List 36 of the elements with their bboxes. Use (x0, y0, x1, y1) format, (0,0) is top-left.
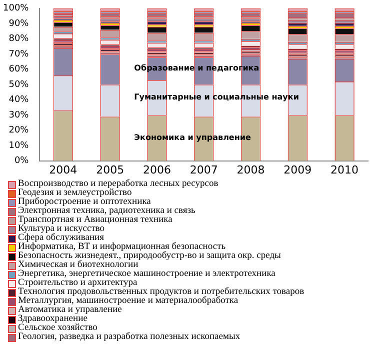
y-tick-label: 30% (8, 110, 30, 120)
x-tick-label: 2007 (190, 163, 218, 176)
y-tick-label: 60% (8, 64, 30, 75)
legend-label: Автоматика и управление (18, 305, 122, 315)
y-tick-label: 100% (2, 4, 30, 14)
legend-label: Безопасность жизнедеят., природообустр-во и защита окр. среды (18, 251, 281, 261)
y-tick-label: 0% (14, 156, 30, 166)
legend-label: Технология продовольственных продуктов и потребительских товаров (18, 287, 304, 297)
legend-label: Электронная техника, радиотехника и связь (18, 206, 196, 216)
legend-label: Геодезия и землеустройство (18, 188, 132, 198)
x-tick-label: 2010 (330, 163, 359, 176)
y-tick-label: 10% (8, 140, 30, 151)
legend-label: Приборостроение и оптотехника (18, 197, 151, 207)
legend-label: Химическая и биотехнологии (18, 260, 138, 270)
legend-label: Культура и искусство (18, 224, 105, 234)
x-tick-label: 2006 (142, 163, 171, 176)
y-tick-label: 80% (8, 34, 30, 44)
y-tick-label: 70% (8, 49, 30, 60)
legend-label: Информатика, ВТ и информационная безопасность (18, 242, 226, 252)
legend-label: Сфера обслуживания (18, 233, 104, 243)
y-tick-label: 90% (8, 18, 30, 29)
x-tick-label: 2009 (284, 163, 312, 176)
legend-label: Строительство и архитектура (18, 278, 138, 288)
legend-label: Транспортная и Авиационная техника (18, 215, 172, 225)
legend-label: Сельское хозяйство (18, 323, 98, 333)
x-tick-label: 2004 (49, 163, 78, 176)
legend-label: Энергетика, энергетическое машиностроение и электротехника (18, 269, 276, 279)
y-tick-label: 20% (8, 126, 30, 136)
x-tick-label: 2008 (236, 163, 265, 176)
legend-label: Геология, разведка и разработка полезных ископаемых (18, 332, 240, 342)
y-tick-label: 50% (8, 80, 30, 90)
legend-label: Металлургия, машиностроение и материалообработка (18, 296, 238, 306)
x-tick-label: 2005 (96, 163, 124, 176)
legend-label: Здравоохранение (18, 314, 88, 324)
legend-label: Воспроизводство и переработка лесных ресурсов (18, 179, 218, 189)
y-tick-label: 40% (8, 95, 30, 106)
